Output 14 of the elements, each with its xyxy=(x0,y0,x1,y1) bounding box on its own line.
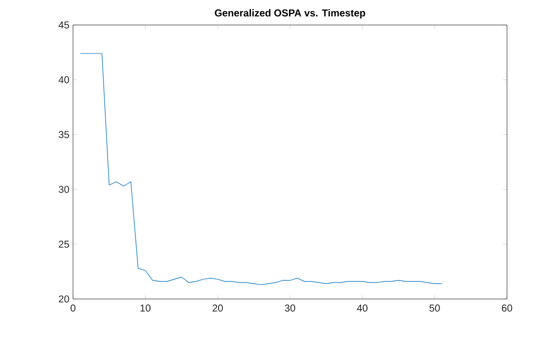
x-tick-label: 60 xyxy=(502,304,512,312)
x-tick-label: 0 xyxy=(70,304,76,312)
y-tick-label: 25 xyxy=(58,240,70,248)
x-tick-label: 20 xyxy=(212,304,223,312)
x-tick-label: 50 xyxy=(430,304,440,312)
x-tick-label: 30 xyxy=(284,304,296,312)
x-tick-label: 10 xyxy=(140,304,151,312)
y-tick-label: 40 xyxy=(58,76,70,84)
chart-title: Generalized OSPA vs. Timestep xyxy=(214,9,366,18)
y-tick-label: 35 xyxy=(58,131,70,138)
y-tick-label: 45 xyxy=(58,22,70,28)
y-tick-label: 20 xyxy=(58,295,70,303)
y-tick-label: 30 xyxy=(58,186,70,193)
x-tick-label: 40 xyxy=(357,304,368,312)
